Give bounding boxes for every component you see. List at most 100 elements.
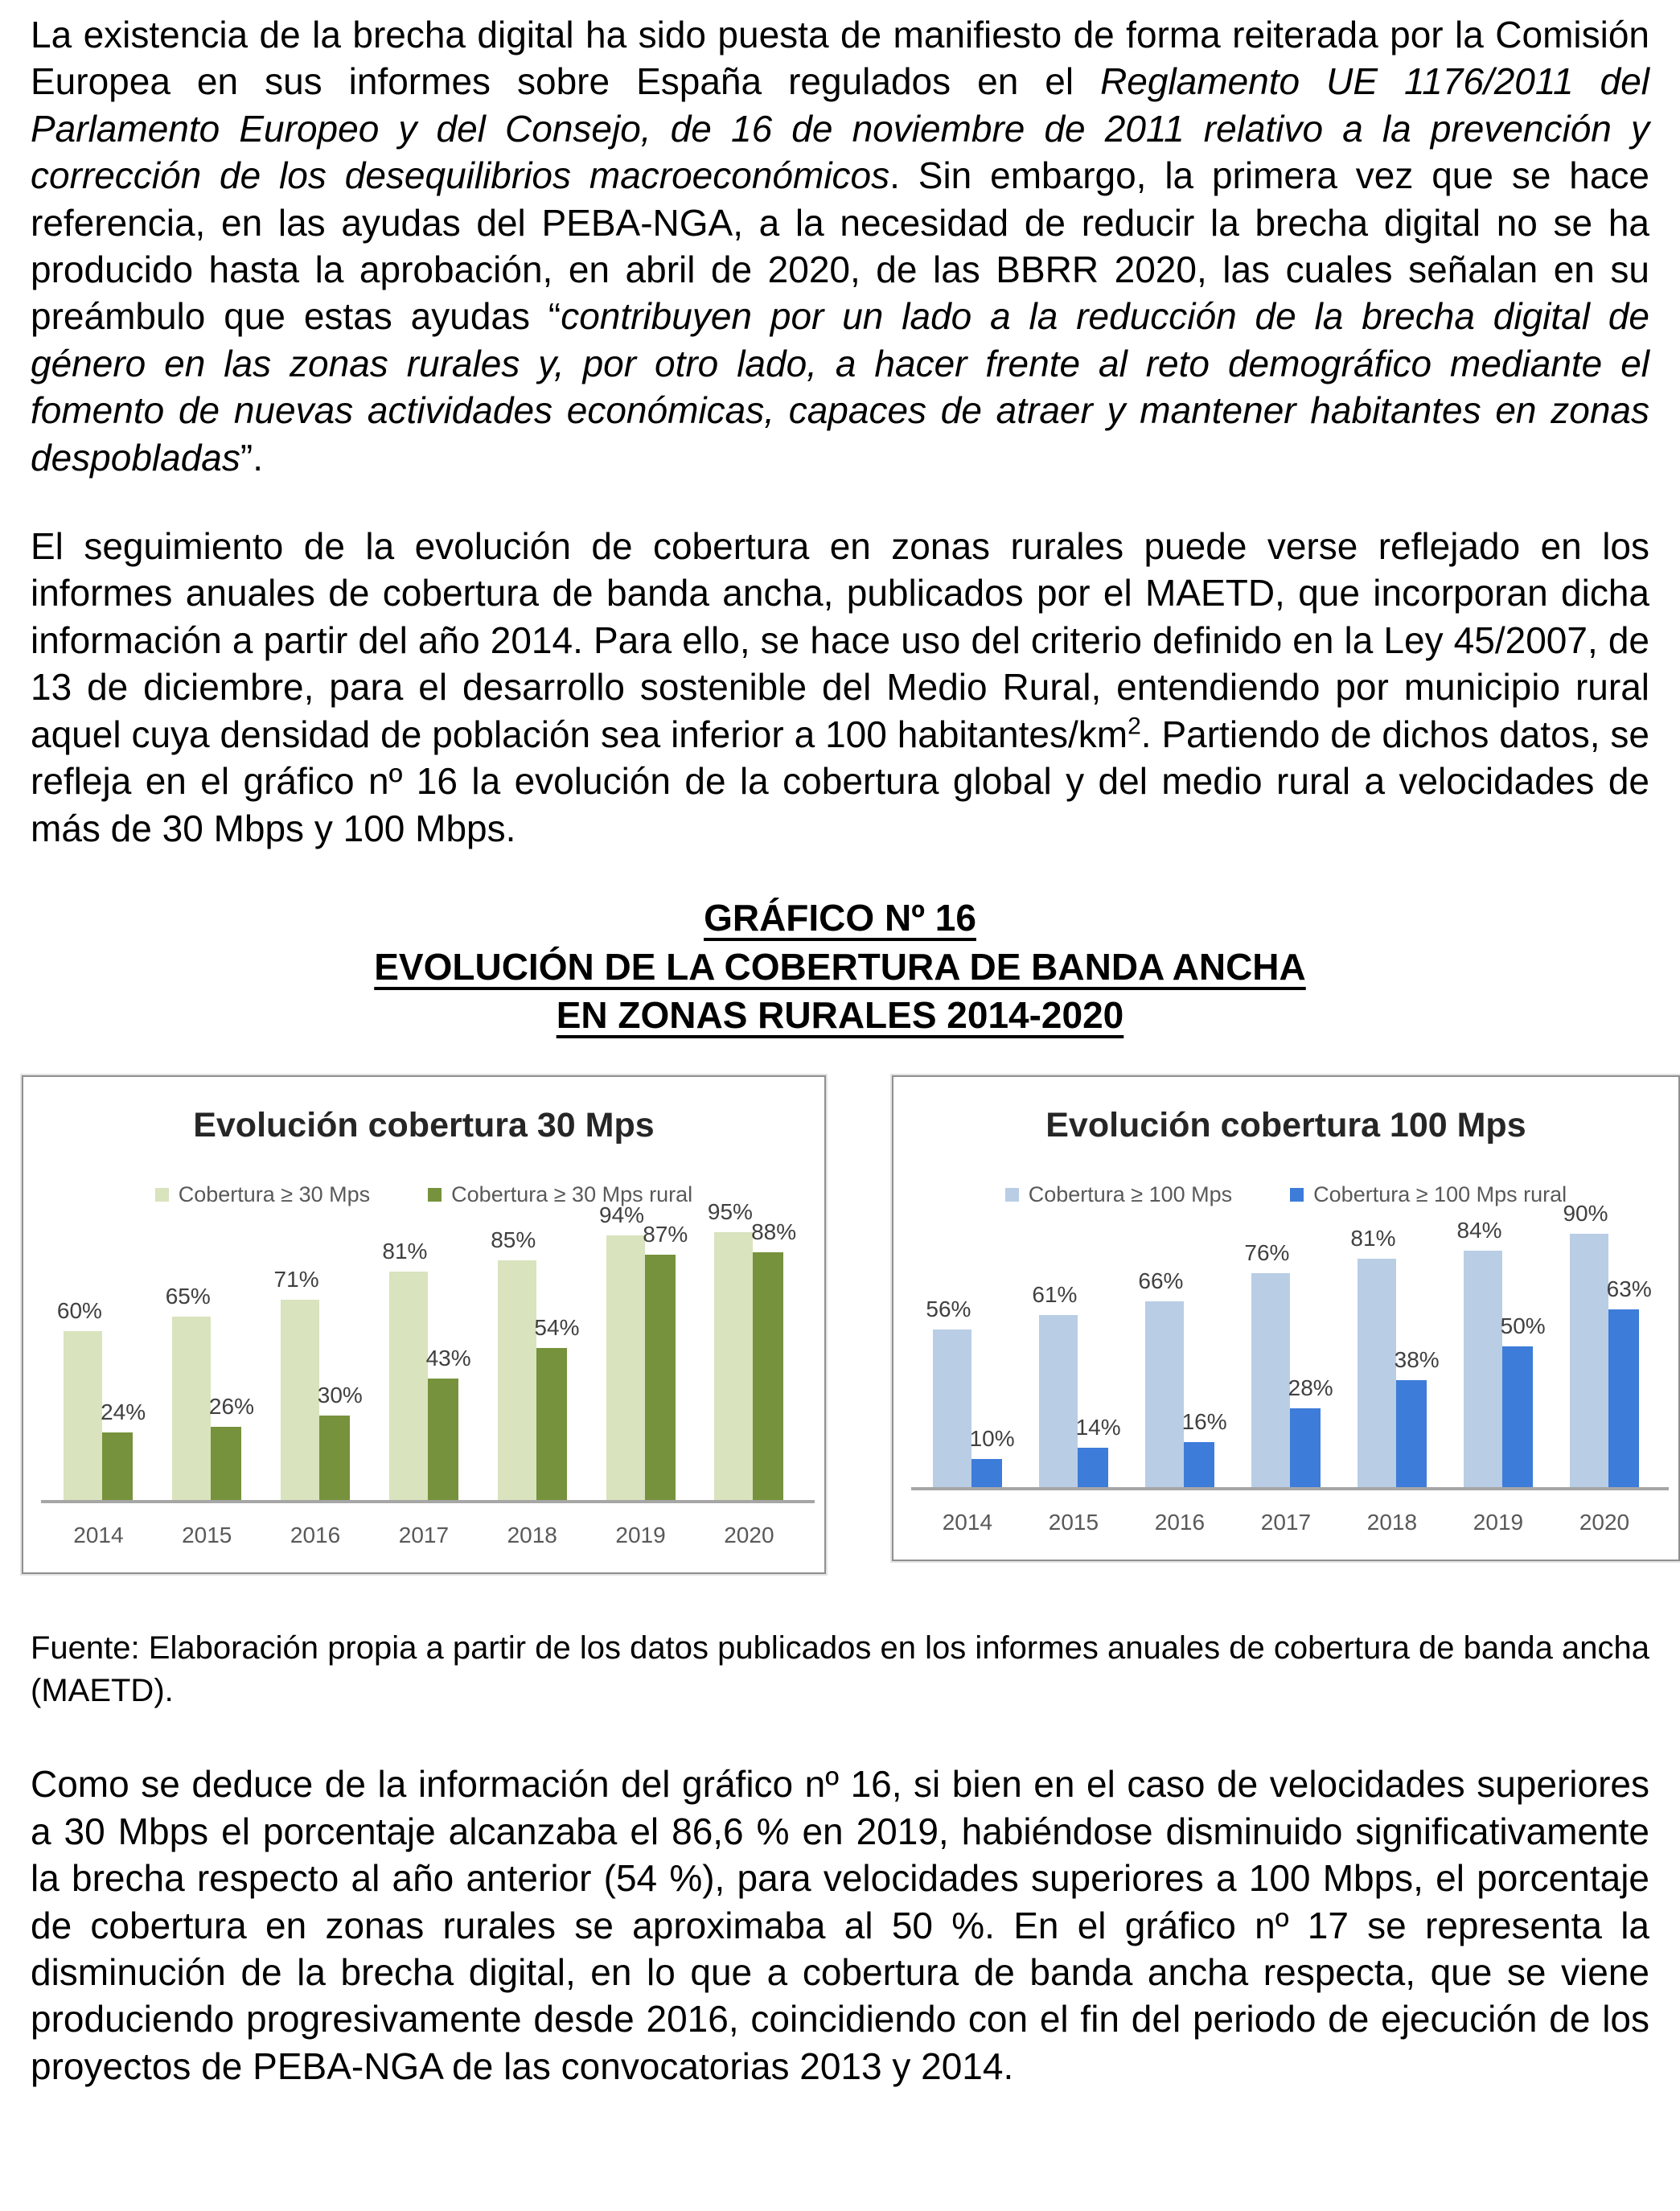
bar-rural: 43% bbox=[426, 1346, 471, 1501]
bar-value-label: 65% bbox=[165, 1284, 211, 1309]
bar-value-label: 95% bbox=[707, 1199, 753, 1225]
text-run: . Sin embargo, la primera vez que se hac… bbox=[31, 154, 1650, 338]
x-axis-tick-label: 2016 bbox=[290, 1523, 341, 1548]
legend-label: Cobertura ≥ 30 Mps bbox=[178, 1182, 371, 1207]
figure-heading-line2: EVOLUCIÓN DE LA COBERTURA DE BANDA ANCHA bbox=[374, 945, 1306, 988]
bar-value-label: 14% bbox=[1075, 1415, 1121, 1440]
legend-item: Cobertura ≥ 100 Mps rural bbox=[1290, 1182, 1567, 1207]
legend-swatch bbox=[154, 1188, 169, 1202]
bar-value-label: 63% bbox=[1606, 1276, 1652, 1302]
chart-100mbps-bars: 56% 10% 2014 61% 14% 2015 66% 16% 2016 76% 28% 2017… bbox=[914, 1201, 1657, 1535]
bar-global: 61% bbox=[1032, 1282, 1078, 1488]
italic-text-run: Reglamento UE 1176/2011 del Parlamento E… bbox=[31, 60, 1649, 197]
bar-value-label: 71% bbox=[273, 1267, 319, 1292]
bar-value-label: 94% bbox=[599, 1202, 645, 1228]
bar-global: 85% bbox=[491, 1227, 536, 1501]
paragraph-intro: La existencia de la brecha digital ha si… bbox=[31, 11, 1649, 481]
x-axis-line bbox=[910, 1487, 1669, 1491]
legend-swatch bbox=[1290, 1188, 1304, 1202]
bar-group-2015: 61% 14% 2015 bbox=[1032, 1282, 1121, 1535]
bar-value-label: 38% bbox=[1394, 1347, 1440, 1373]
bar-group-2017: 81% 43% 2017 bbox=[382, 1239, 471, 1547]
chart-30mbps: Evolución cobertura 30 Mps Cobertura ≥ 3… bbox=[22, 1075, 826, 1575]
legend-label: Cobertura ≥ 100 Mps bbox=[1028, 1182, 1233, 1207]
chart-30mbps-plot: 60% 24% 2014 65% 26% 2015 71% 30% 2016 81% 43% 2017… bbox=[36, 1199, 815, 1568]
bar-rural: 14% bbox=[1076, 1415, 1121, 1488]
x-axis-tick-label: 2017 bbox=[398, 1523, 450, 1548]
chart-100mbps-legend: Cobertura ≥ 100 Mps Cobertura ≥ 100 Mps r… bbox=[893, 1182, 1678, 1207]
bar-value-label: 60% bbox=[56, 1298, 102, 1324]
bar-global: 71% bbox=[274, 1267, 320, 1501]
chart-30mbps-title: Evolución cobertura 30 Mps bbox=[193, 1106, 655, 1145]
figure-heading: GRÁFICO Nº 16 EVOLUCIÓN DE LA COBERTURA … bbox=[31, 894, 1649, 1040]
bar-global: 84% bbox=[1456, 1218, 1502, 1488]
text-run: ”. bbox=[240, 436, 263, 479]
bar-rural: 54% bbox=[534, 1315, 579, 1501]
bar-group-2016: 71% 30% 2016 bbox=[274, 1267, 363, 1547]
x-axis-tick-label: 2015 bbox=[182, 1523, 232, 1548]
x-axis-tick-label: 2014 bbox=[73, 1523, 124, 1548]
x-axis-tick-label: 2016 bbox=[1154, 1510, 1206, 1535]
figure-16-charts: Evolución cobertura 30 Mps Cobertura ≥ 3… bbox=[0, 1075, 1680, 1575]
bar-value-label: 61% bbox=[1032, 1282, 1078, 1308]
chart-30mbps-legend: Cobertura ≥ 30 Mps Cobertura ≥ 30 Mps rur… bbox=[23, 1182, 824, 1207]
bar-value-label: 30% bbox=[317, 1383, 363, 1408]
text-run: La existencia de la brecha digital ha si… bbox=[31, 14, 1649, 103]
x-axis-tick-label: 2019 bbox=[615, 1523, 666, 1548]
x-axis-tick-label: 2020 bbox=[1579, 1510, 1630, 1535]
bar-group-2017: 76% 28% 2017 bbox=[1244, 1240, 1333, 1535]
bar-global: 60% bbox=[57, 1298, 103, 1501]
bar-rural: 26% bbox=[209, 1394, 254, 1501]
bar-value-label: 85% bbox=[491, 1227, 536, 1253]
bar-global: 94% bbox=[599, 1202, 645, 1501]
bar-global: 81% bbox=[382, 1239, 428, 1501]
bar-group-2016: 66% 16% 2016 bbox=[1138, 1268, 1227, 1535]
paragraph-seguimiento: El seguimiento de la evolución de cobert… bbox=[31, 523, 1649, 852]
x-axis-tick-label: 2014 bbox=[942, 1510, 993, 1535]
x-axis-tick-label: 2019 bbox=[1473, 1510, 1524, 1535]
x-axis-tick-label: 2015 bbox=[1048, 1510, 1099, 1535]
chart-30mbps-bars: 60% 24% 2014 65% 26% 2015 71% 30% 2016 81% 43% 2017… bbox=[44, 1199, 803, 1547]
bar-value-label: 26% bbox=[208, 1394, 254, 1420]
bar-global: 76% bbox=[1244, 1240, 1290, 1488]
text-run: . Partiendo de dichos datos, se refleja … bbox=[31, 713, 1650, 849]
bar-value-label: 66% bbox=[1138, 1268, 1184, 1294]
bar-value-label: 84% bbox=[1456, 1218, 1502, 1243]
bar-group-2020: 90% 63% 2020 bbox=[1563, 1201, 1651, 1535]
x-axis-tick-label: 2017 bbox=[1260, 1510, 1312, 1535]
bar-group-2015: 65% 26% 2015 bbox=[166, 1284, 254, 1547]
bar-rural: 10% bbox=[970, 1426, 1015, 1488]
x-axis-tick-label: 2018 bbox=[1366, 1510, 1418, 1535]
bar-group-2018: 81% 38% 2018 bbox=[1350, 1226, 1439, 1535]
chart-100mbps-title: Evolución cobertura 100 Mps bbox=[1045, 1106, 1526, 1145]
bar-rural: 88% bbox=[751, 1219, 796, 1501]
bar-value-label: 81% bbox=[382, 1239, 428, 1264]
bar-rural: 24% bbox=[101, 1399, 146, 1501]
bar-group-2019: 94% 87% 2019 bbox=[599, 1202, 688, 1547]
legend-swatch bbox=[428, 1188, 442, 1202]
bar-rural: 30% bbox=[318, 1383, 363, 1501]
legend-item: Cobertura ≥ 30 Mps bbox=[154, 1182, 371, 1207]
bar-value-label: 88% bbox=[751, 1219, 797, 1245]
bar-global: 81% bbox=[1350, 1226, 1396, 1488]
page-content: La existencia de la brecha digital ha si… bbox=[0, 0, 1680, 1040]
bar-rural: 50% bbox=[1501, 1313, 1546, 1488]
page-content-lower: Fuente: Elaboración propia a partir de l… bbox=[0, 1616, 1680, 2090]
bar-value-label: 16% bbox=[1181, 1409, 1227, 1435]
bar-rural: 16% bbox=[1182, 1409, 1227, 1488]
bar-value-label: 24% bbox=[101, 1399, 146, 1425]
bar-value-label: 28% bbox=[1288, 1375, 1333, 1401]
legend-swatch bbox=[1004, 1188, 1019, 1202]
italic-text-run: contribuyen por un lado a la reducción d… bbox=[31, 295, 1649, 479]
x-axis-tick-label: 2020 bbox=[724, 1523, 774, 1548]
bar-global: 56% bbox=[926, 1297, 971, 1488]
legend-item: Cobertura ≥ 30 Mps rural bbox=[428, 1182, 692, 1207]
bar-group-2014: 56% 10% 2014 bbox=[926, 1297, 1015, 1535]
bar-value-label: 50% bbox=[1500, 1313, 1546, 1339]
text-run: El seguimiento de la evolución de cobert… bbox=[31, 525, 1649, 755]
bar-value-label: 76% bbox=[1244, 1240, 1290, 1266]
x-axis-tick-label: 2018 bbox=[507, 1523, 557, 1548]
bar-global: 95% bbox=[708, 1199, 754, 1501]
chart-100mbps-plot: 56% 10% 2014 61% 14% 2015 66% 16% 2016 76% 28% 2017… bbox=[906, 1201, 1669, 1555]
chart-100mbps: Evolución cobertura 100 Mps Cobertura ≥ … bbox=[891, 1075, 1680, 1562]
